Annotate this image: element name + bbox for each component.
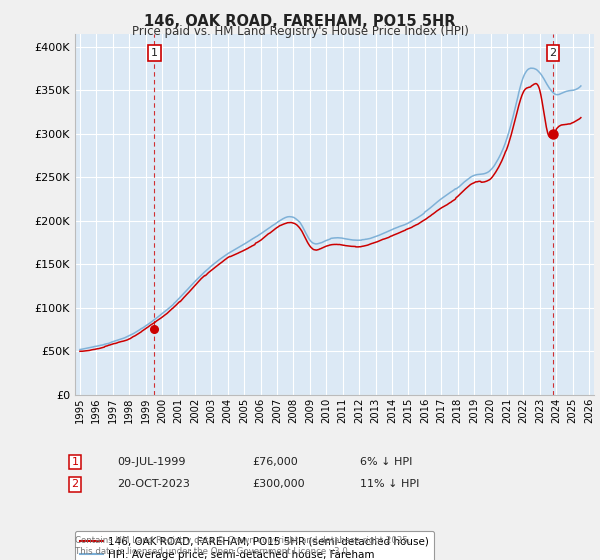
Text: Contains HM Land Registry data © Crown copyright and database right 2025.
This d: Contains HM Land Registry data © Crown c… xyxy=(75,536,410,556)
Text: 2: 2 xyxy=(550,48,557,58)
Text: 2: 2 xyxy=(71,479,79,489)
Text: 11% ↓ HPI: 11% ↓ HPI xyxy=(360,479,419,489)
Text: £300,000: £300,000 xyxy=(252,479,305,489)
Text: 6% ↓ HPI: 6% ↓ HPI xyxy=(360,457,412,467)
Text: 146, OAK ROAD, FAREHAM, PO15 5HR: 146, OAK ROAD, FAREHAM, PO15 5HR xyxy=(144,14,456,29)
Legend: 146, OAK ROAD, FAREHAM, PO15 5HR (semi-detached house), HPI: Average price, semi: 146, OAK ROAD, FAREHAM, PO15 5HR (semi-d… xyxy=(75,531,434,560)
Text: 1: 1 xyxy=(151,48,158,58)
Text: 20-OCT-2023: 20-OCT-2023 xyxy=(117,479,190,489)
Text: Price paid vs. HM Land Registry's House Price Index (HPI): Price paid vs. HM Land Registry's House … xyxy=(131,25,469,38)
Text: £76,000: £76,000 xyxy=(252,457,298,467)
Text: 1: 1 xyxy=(71,457,79,467)
Text: 09-JUL-1999: 09-JUL-1999 xyxy=(117,457,185,467)
